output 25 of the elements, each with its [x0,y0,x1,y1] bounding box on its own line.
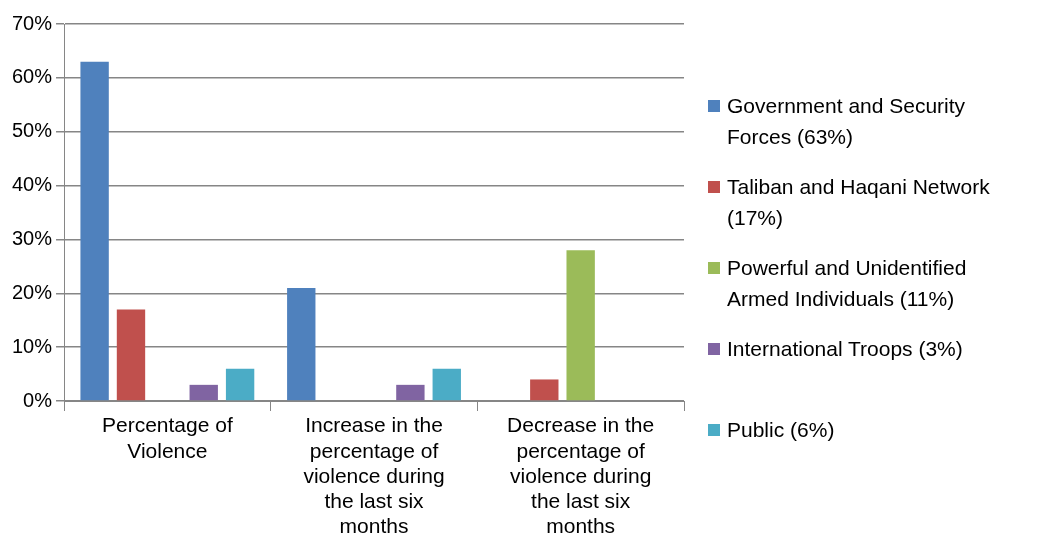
x-tick-label: Increase in the percentage of violence during the last six months [303,413,445,538]
y-tick-label: 10% [12,334,53,357]
x-tick-label: Percentage of Violence [101,413,233,462]
legend-label: Taliban and Haqani Network (17%) [727,174,991,231]
x-tick-label: Decrease in the percentage of violence during the last six months [507,413,655,538]
bar [189,384,218,401]
bar [116,309,146,401]
bar [530,379,559,401]
legend-label: International Troops (3%) [727,336,963,362]
y-tick-label: 50% [12,119,53,142]
bar [225,368,255,401]
y-tick-label: 70% [12,11,53,34]
bar [566,250,595,401]
y-tick-label: 30% [12,226,53,249]
bar [80,61,109,401]
legend-label: Government and Security Forces (63%) [727,93,967,150]
y-tick-label: 40% [12,173,53,196]
bar [396,384,425,401]
y-tick-label: 60% [12,65,53,88]
bar [432,368,461,401]
legend-label: Powerful and Unidentified Armed Individuals (11%) [727,255,968,312]
y-tick-label: 0% [23,388,53,411]
bar [287,287,316,401]
legend-label: Public (6%) [727,417,835,443]
y-tick-label: 20% [12,280,53,303]
